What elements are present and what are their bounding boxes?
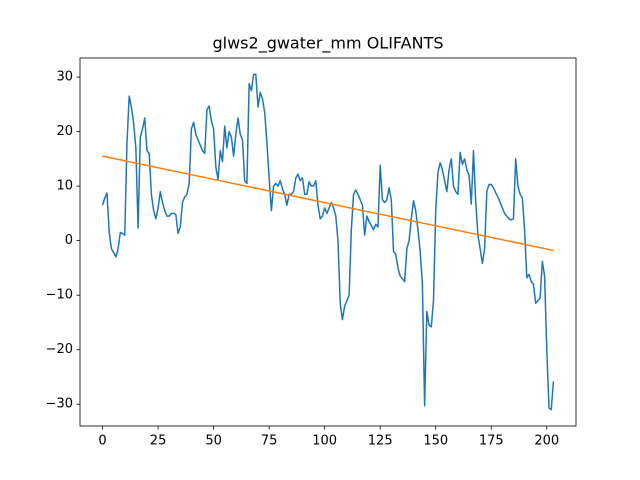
x-tick-label: 175 [479, 434, 504, 449]
y-tick-label: 30 [56, 70, 73, 85]
x-tick-label: 25 [150, 434, 167, 449]
x-tick-label: 200 [534, 434, 559, 449]
x-tick-label: 150 [423, 434, 448, 449]
chart-title: glws2_gwater_mm OLIFANTS [212, 34, 443, 54]
x-tick-label: 75 [261, 434, 278, 449]
y-tick-label: 20 [56, 124, 73, 139]
plot-frame [79, 57, 577, 427]
y-tick-label: 0 [65, 233, 73, 248]
x-tick-label: 100 [312, 434, 337, 449]
x-tick-label: 50 [205, 434, 222, 449]
x-tick-label: 0 [98, 434, 106, 449]
y-tick-label: −10 [46, 288, 73, 303]
data-line [102, 155, 554, 252]
y-tick-label: −30 [46, 397, 73, 412]
y-tick-label: −20 [46, 342, 73, 357]
x-tick-label: 125 [368, 434, 393, 449]
data-line [101, 73, 555, 411]
y-tick-label: 10 [56, 179, 73, 194]
